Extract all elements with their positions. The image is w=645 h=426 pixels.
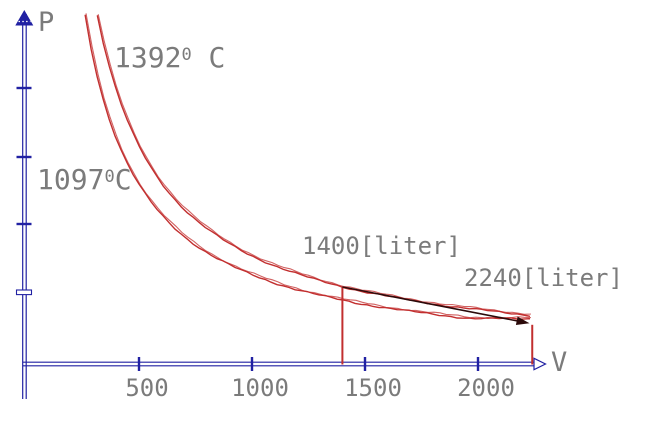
volume-label-2240: 2240[liter] [464,264,623,292]
process-arrow [342,286,530,325]
y-axis-label: P [38,7,55,38]
y-axis-arrowhead-icon [15,10,34,26]
isotherm-1392 [96,15,531,317]
x-tick-label-500: 500 [125,374,169,402]
arrowhead-icon [515,316,530,325]
isotherm-curves [84,13,531,320]
isotherm-label-1097: 10970C [37,163,132,196]
isotherm-label-1392: 13920 C [114,41,226,74]
x-axis-label: V [551,347,568,378]
x-tick-label-1000: 1000 [231,374,289,402]
x-axis-arrowhead-icon [533,357,547,371]
x-axis-ticks [137,357,480,371]
y-axis-ticks [15,86,33,296]
volume-marker-lines [341,286,534,365]
y-axis [15,10,34,399]
x-tick-label-1500: 1500 [344,374,402,402]
degree-superscript: 0 [181,45,192,65]
degree-superscript: 0 [104,167,115,187]
x-axis [22,357,547,371]
x-tick-label-2000: 2000 [457,374,515,402]
volume-label-1400: 1400[liter] [302,232,461,260]
